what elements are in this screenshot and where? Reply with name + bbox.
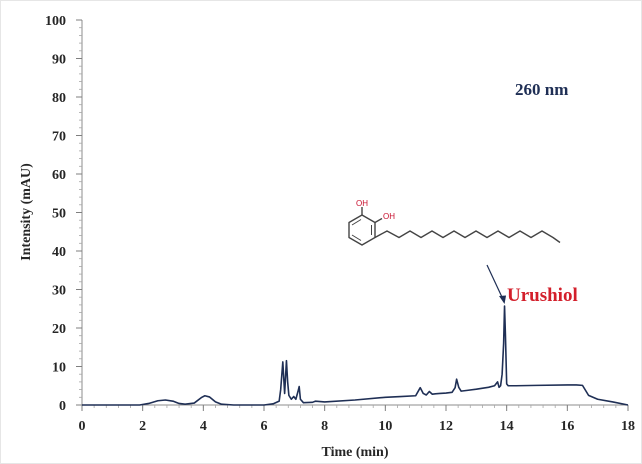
hydroxyl-label-1: OH [356, 199, 368, 208]
hydroxyl-bond-2 [374, 217, 383, 224]
alkyl-chain [374, 230, 561, 244]
peak-arrow-line [486, 264, 504, 301]
y-tick-label: 90 [52, 53, 66, 68]
x-tick-label: 4 [200, 419, 207, 434]
y-tick-label: 30 [52, 284, 66, 299]
ring-inner-bond-3 [351, 234, 362, 241]
ring-inner-bond-1 [351, 219, 362, 226]
major-ticks [76, 19, 629, 411]
x-tick-label: 0 [79, 419, 86, 434]
x-tick-label: 14 [500, 419, 514, 434]
x-tick-label: 16 [560, 419, 574, 434]
y-axis-title: Intensity (mAU) [19, 163, 34, 261]
chromatogram-series-line [82, 305, 629, 406]
y-tick-label: 70 [52, 130, 66, 145]
y-tick-label: 0 [59, 399, 66, 414]
y-tick-label: 50 [52, 207, 66, 222]
x-tick-label: 2 [139, 419, 146, 434]
x-tick-label: 6 [261, 419, 268, 434]
x-tick-label: 8 [321, 419, 328, 434]
x-axis-title: Time (min) [321, 445, 388, 460]
y-tick-label: 20 [52, 322, 66, 337]
urushiol-structure-drawing [348, 207, 561, 246]
x-tick-label: 12 [439, 419, 453, 434]
x-tick-label: 10 [378, 419, 392, 434]
y-tick-labels: 0 10 20 30 40 50 60 70 80 90 100 [45, 14, 66, 414]
peak-arrow-head [499, 295, 507, 305]
hydroxyl-label-2: OH [383, 212, 395, 221]
y-tick-label: 60 [52, 168, 66, 183]
x-tick-labels: 0 2 4 6 8 10 12 14 16 18 [79, 419, 636, 434]
x-tick-label: 18 [621, 419, 635, 434]
y-tick-label: 100 [45, 14, 66, 29]
y-tick-label: 10 [52, 361, 66, 376]
y-tick-label: 80 [52, 91, 66, 106]
y-tick-label: 40 [52, 245, 66, 260]
wavelength-label: 260 nm [515, 80, 568, 99]
peak-label-urushiol: Urushiol [507, 285, 578, 306]
